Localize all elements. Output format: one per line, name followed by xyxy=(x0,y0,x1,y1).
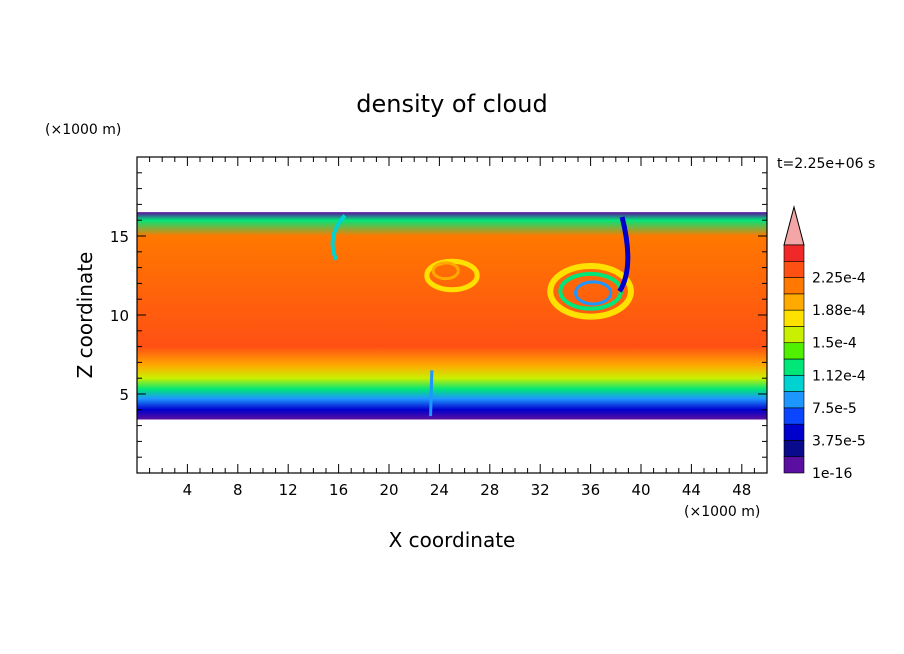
colorbar: 1e-16 3.75e-5 7.5e-5 1.12e-4 1.5e-4 1.88e-4 2.… xyxy=(783,205,866,482)
y-tick-label: 15 xyxy=(110,228,129,246)
colorbar-swatch xyxy=(783,423,805,441)
x-axis: 4 8 12 16 20 24 28 32 36 40 44 48 xyxy=(149,157,755,499)
colorbar-swatch xyxy=(783,326,805,344)
x-tick-label: 20 xyxy=(379,481,398,499)
plot-area xyxy=(137,157,767,473)
colorbar-swatch xyxy=(783,391,805,409)
cloud-layer xyxy=(137,157,767,473)
x-tick-label: 36 xyxy=(581,481,600,499)
vortex-2-ring xyxy=(424,258,480,293)
colorbar-swatch xyxy=(783,342,805,360)
colorbar-swatch xyxy=(783,440,805,458)
vortex-features xyxy=(330,214,634,417)
vortex-ring-inner xyxy=(573,280,613,306)
colorbar-swatch xyxy=(783,358,805,376)
x-tick-label: 8 xyxy=(233,481,243,499)
y-axis: 5 10 15 xyxy=(110,172,767,458)
x-tick-label: 24 xyxy=(430,481,449,499)
x-tick-label: 16 xyxy=(329,481,348,499)
colorbar-tick-label: 7.5e-5 xyxy=(812,401,857,417)
y-tick-label: 5 xyxy=(119,386,129,404)
x-tick-label: 40 xyxy=(631,481,650,499)
vortex-ring-outer xyxy=(547,263,634,320)
x-tick-label: 48 xyxy=(732,481,751,499)
x-tick-label: 44 xyxy=(682,481,701,499)
y-axis-label: Z coordinate xyxy=(73,252,97,379)
colorbar-tick-label: 1e-16 xyxy=(812,466,852,482)
colorbar-swatch xyxy=(783,374,805,392)
billow-left xyxy=(330,214,347,261)
x-tick-label: 12 xyxy=(279,481,298,499)
colorbar-swatch xyxy=(783,293,805,311)
time-label: t=2.25e+06 s xyxy=(777,156,875,172)
x-tick-label: 4 xyxy=(183,481,193,499)
y-tick-label: 10 xyxy=(110,307,129,325)
colorbar-tick-label: 3.75e-5 xyxy=(812,433,866,449)
colorbar-extend-arrow xyxy=(783,205,805,246)
colorbar-swatch xyxy=(783,260,805,278)
x-tick-label: 28 xyxy=(480,481,499,499)
lower-plume xyxy=(429,370,434,417)
colorbar-tick-label: 1.88e-4 xyxy=(812,303,866,319)
y-unit-label: (×1000 m) xyxy=(45,122,121,138)
colorbar-tick-label: 1.5e-4 xyxy=(812,336,857,352)
colorbar-swatch xyxy=(783,407,805,425)
colorbar-swatch xyxy=(783,244,805,262)
x-axis-label: X coordinate xyxy=(389,528,516,552)
x-tick-label: 32 xyxy=(531,481,550,499)
colorbar-tick-label: 2.25e-4 xyxy=(812,271,866,287)
colorbar-swatch xyxy=(783,309,805,327)
colorbar-swatch xyxy=(783,277,805,295)
chart-title: density of cloud xyxy=(356,90,547,118)
colorbar-swatch xyxy=(783,456,805,474)
colorbar-tick-label: 1.12e-4 xyxy=(812,368,866,384)
downdraft-plume xyxy=(617,216,631,293)
vortex-2-inner xyxy=(431,261,460,281)
x-unit-label: (×1000 m) xyxy=(684,504,760,520)
